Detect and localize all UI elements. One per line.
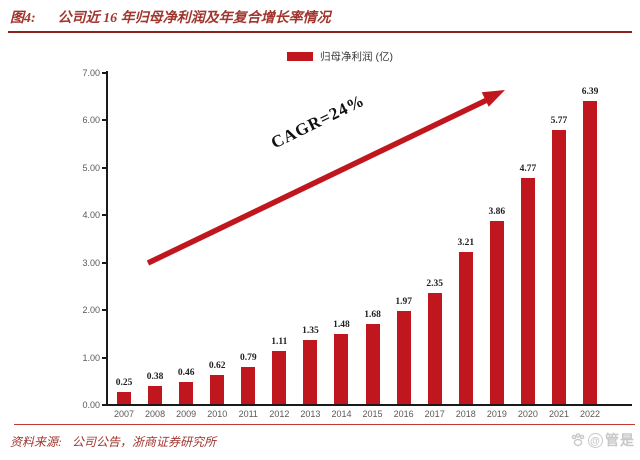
legend-label: 归母净利润 (亿): [320, 51, 393, 63]
y-axis-tick-label: 0.00: [82, 400, 100, 410]
bar-value-label: 0.38: [146, 371, 164, 382]
bar-value-label: 1.48: [333, 319, 350, 330]
bar-value-label: 0.79: [239, 352, 257, 363]
watermark-text: 管是: [605, 432, 635, 448]
y-axis-tick-mark: [102, 356, 107, 359]
bar-value-label: 2.35: [426, 278, 443, 289]
x-axis-tick-label: 2007: [113, 409, 135, 419]
x-axis-tick-label: 2012: [269, 409, 290, 419]
bar: [365, 324, 380, 404]
y-axis-tick-label: 2.00: [82, 305, 100, 316]
y-axis-tick-mark: [102, 214, 107, 217]
bar: [179, 382, 194, 404]
y-axis-tick-mark: [102, 309, 107, 312]
x-axis-tick-label: 2015: [362, 409, 383, 419]
bar-value-label: 5.77: [550, 116, 568, 127]
bar: [303, 339, 318, 404]
y-axis-line: [106, 71, 108, 406]
bar: [117, 392, 131, 404]
y-axis-tick-label: 7.00: [82, 68, 100, 78]
figure-label: 图4:: [10, 11, 36, 26]
bar-value-label: 0.25: [115, 378, 133, 389]
x-axis-tick-label: 2008: [145, 409, 166, 419]
y-axis-tick-label: 4.00: [82, 210, 100, 221]
x-axis-tick-label: 2013: [300, 409, 321, 419]
bar-value-label: 1.11: [271, 337, 288, 348]
y-axis-tick-mark: [102, 119, 107, 122]
x-axis-tick-label: 2009: [176, 409, 197, 419]
y-axis-tick-mark: [102, 261, 107, 264]
bar: [272, 351, 287, 404]
bar: [241, 366, 256, 404]
bar: [489, 220, 504, 404]
bar-value-label: 1.97: [395, 296, 412, 307]
y-axis-tick-label: 5.00: [82, 162, 100, 173]
bar: [396, 310, 411, 404]
source-label: 资料来源:: [10, 435, 62, 449]
y-axis-tick-mark: [102, 166, 107, 169]
y-axis-tick-label: 3.00: [82, 257, 100, 268]
bar-value-label: 0.46: [177, 368, 195, 379]
x-axis-tick-label: 2020: [517, 409, 538, 419]
x-axis-tick-label: 2022: [580, 409, 601, 419]
bar-value-label: 3.86: [488, 206, 506, 217]
bar-value-label: 6.39: [581, 86, 599, 97]
x-axis-tick-label: 2018: [455, 409, 476, 419]
bar-value-label: 1.68: [364, 310, 381, 321]
bar: [551, 130, 566, 404]
bar: [334, 333, 349, 404]
figure-header: 图4: 公司近 16 年归母净利润及年复合增长率情况: [10, 7, 331, 27]
title-divider: [8, 31, 632, 33]
bar: [458, 251, 473, 404]
x-axis-tick-label: 2014: [331, 409, 352, 419]
x-axis-tick-label: 2011: [238, 409, 258, 419]
at-icon: @: [588, 432, 603, 448]
legend-swatch: [287, 52, 314, 61]
chart-legend: 归母净利润 (亿): [0, 49, 640, 64]
y-axis-tick-mark: [102, 404, 107, 406]
source-text: 公司公告，浙商证券研究所: [72, 435, 217, 449]
bar-value-label: 1.35: [302, 325, 319, 336]
bar-value-label: 0.62: [208, 360, 226, 371]
footer-divider: [14, 424, 635, 425]
bar: [148, 385, 163, 404]
watermark: @ 管是: [570, 430, 635, 450]
x-axis-tick-label: 2010: [207, 409, 228, 419]
x-axis-line: [106, 404, 632, 406]
paw-icon: [571, 433, 585, 447]
bar: [520, 177, 535, 404]
source-note: 资料来源: 公司公告，浙商证券研究所: [10, 433, 216, 450]
y-axis-tick-label: 1.00: [82, 352, 100, 363]
x-axis-tick-label: 2017: [424, 409, 445, 419]
bar-value-label: 3.21: [457, 237, 475, 248]
x-axis-tick-label: 2021: [548, 409, 569, 419]
x-axis-tick-label: 2016: [393, 409, 414, 419]
x-axis-tick-label: 2019: [486, 409, 507, 419]
bar: [583, 100, 598, 404]
bar-value-label: 4.77: [519, 163, 537, 174]
y-axis-tick-label: 6.00: [82, 115, 100, 126]
page-title: 公司近 16 年归母净利润及年复合增长率情况: [57, 11, 331, 26]
bar: [210, 374, 225, 404]
y-axis-tick-mark: [102, 72, 107, 74]
bar: [427, 292, 442, 404]
